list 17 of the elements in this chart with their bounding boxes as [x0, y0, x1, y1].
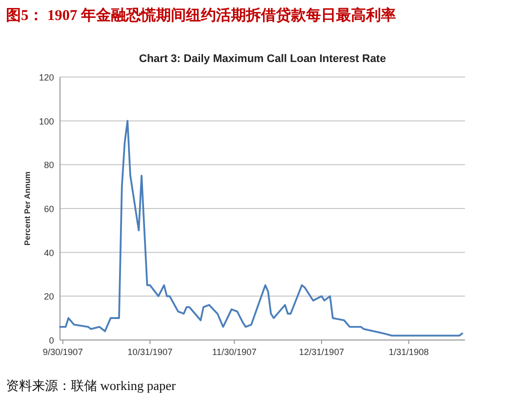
chart-title: 图5： 1907 年金融恐慌期间纽约活期拆借贷款每日最高利率: [6, 6, 396, 24]
x-tick-label: 11/30/1907: [212, 347, 257, 357]
y-tick-label: 100: [38, 116, 54, 126]
y-tick-label: 0: [48, 336, 54, 346]
y-tick-label: 80: [44, 160, 54, 170]
y-tick-label: 60: [44, 204, 54, 214]
chart-subtitle: Chart 3: Daily Maximum Call Loan Interest Rate: [139, 53, 386, 65]
x-tick-label: 9/30/1907: [42, 347, 83, 357]
x-tick-label: 10/31/1907: [127, 347, 173, 357]
y-tick-label: 40: [44, 248, 54, 258]
y-tick-label: 120: [38, 72, 54, 82]
y-axis-title: Percent Per Annum: [23, 172, 32, 246]
x-tick-label: 1/31/1908: [388, 347, 429, 357]
line-series: [59, 120, 464, 337]
text: 资料来源：联储 working paper: [6, 378, 176, 393]
y-tick-label: 20: [44, 292, 54, 302]
x-tick-label: 12/31/1907: [299, 347, 344, 357]
